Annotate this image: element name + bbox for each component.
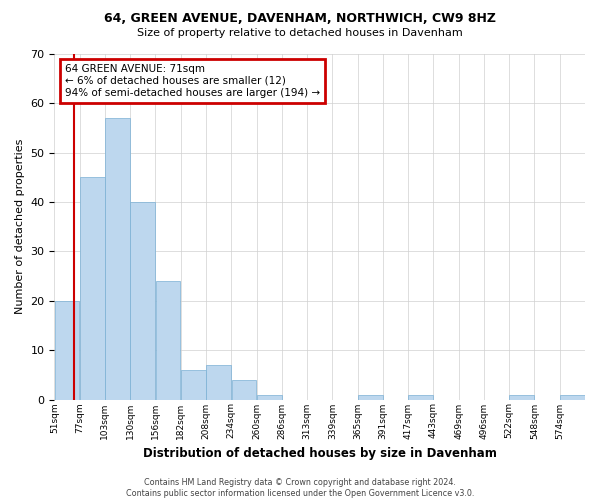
Bar: [105, 118, 130, 400]
Bar: [257, 394, 281, 400]
Bar: [358, 394, 383, 400]
Bar: [156, 281, 181, 400]
Y-axis label: Number of detached properties: Number of detached properties: [15, 139, 25, 314]
Bar: [509, 394, 534, 400]
Bar: [80, 178, 104, 400]
Bar: [409, 394, 433, 400]
Bar: [560, 394, 585, 400]
Bar: [181, 370, 206, 400]
Bar: [232, 380, 256, 400]
Text: 64 GREEN AVENUE: 71sqm
← 6% of detached houses are smaller (12)
94% of semi-deta: 64 GREEN AVENUE: 71sqm ← 6% of detached …: [65, 64, 320, 98]
Bar: [130, 202, 155, 400]
Bar: [206, 365, 231, 400]
Bar: [55, 301, 79, 400]
X-axis label: Distribution of detached houses by size in Davenham: Distribution of detached houses by size …: [143, 447, 497, 460]
Text: 64, GREEN AVENUE, DAVENHAM, NORTHWICH, CW9 8HZ: 64, GREEN AVENUE, DAVENHAM, NORTHWICH, C…: [104, 12, 496, 26]
Text: Size of property relative to detached houses in Davenham: Size of property relative to detached ho…: [137, 28, 463, 38]
Text: Contains HM Land Registry data © Crown copyright and database right 2024.
Contai: Contains HM Land Registry data © Crown c…: [126, 478, 474, 498]
